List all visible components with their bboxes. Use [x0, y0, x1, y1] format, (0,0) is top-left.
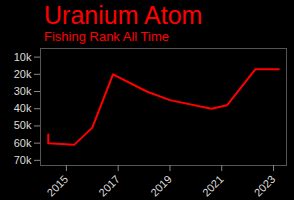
svg-text:2017: 2017	[96, 173, 122, 199]
svg-text:20k: 20k	[14, 68, 32, 80]
svg-text:2015: 2015	[44, 173, 70, 199]
svg-text:10k: 10k	[14, 51, 32, 63]
svg-text:70k: 70k	[14, 154, 32, 166]
svg-text:30k: 30k	[14, 85, 32, 97]
html-text:Fishing Rank All Time: Fishing Rank All Time	[44, 29, 169, 44]
svg-text:2021: 2021	[200, 173, 226, 199]
svg-text:60k: 60k	[14, 137, 32, 149]
svg-text:50k: 50k	[14, 119, 32, 131]
svg-text:2019: 2019	[148, 173, 174, 199]
html-text:Uranium Atom: Uranium Atom	[44, 1, 203, 29]
svg-text:40k: 40k	[14, 102, 32, 114]
svg-text:2023: 2023	[252, 173, 278, 199]
